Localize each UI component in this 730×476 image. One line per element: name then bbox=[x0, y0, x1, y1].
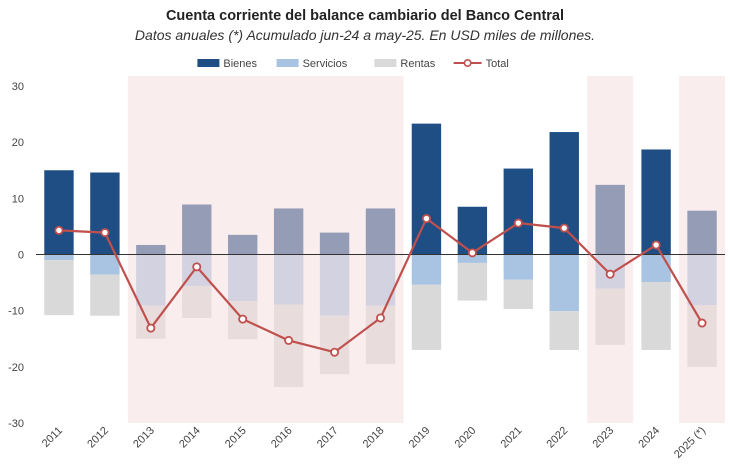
bar-rentas-2012 bbox=[90, 274, 120, 316]
y-tick-label: -20 bbox=[8, 362, 24, 374]
x-tick-label: 2013 bbox=[131, 425, 157, 451]
x-tick-label: 2018 bbox=[361, 425, 387, 451]
y-tick-label: -30 bbox=[8, 418, 24, 430]
bar-bienes-2022 bbox=[549, 132, 579, 255]
total-point-2025 bbox=[697, 318, 707, 328]
bar-rentas-2020 bbox=[457, 262, 488, 301]
total-point-2019 bbox=[421, 214, 431, 224]
legend-label-bienes: Bienes bbox=[223, 58, 257, 70]
x-tick-label: 2022 bbox=[545, 425, 571, 451]
total-point-2021 bbox=[513, 218, 523, 228]
total-point-2024 bbox=[651, 240, 661, 250]
total-point-2014 bbox=[192, 262, 202, 272]
chart-subtitle: Datos anuales (*) Acumulado jun-24 a may… bbox=[134, 27, 596, 43]
bar-servicios-2011 bbox=[44, 254, 74, 261]
total-point-2017 bbox=[330, 347, 340, 357]
bar-servicios-2024 bbox=[641, 254, 671, 283]
bar-rentas-2024 bbox=[641, 282, 671, 350]
total-point-2013 bbox=[146, 323, 156, 333]
total-point-2011 bbox=[54, 225, 64, 235]
bar-bienes-2011 bbox=[44, 170, 74, 255]
total-point-2020 bbox=[467, 248, 477, 258]
bar-servicios-2012 bbox=[90, 254, 120, 275]
legend-label-total: Total bbox=[486, 58, 509, 70]
x-tick-label: 2016 bbox=[269, 425, 295, 451]
x-tick-label: 2014 bbox=[177, 425, 203, 451]
legend-swatch-servicios bbox=[276, 59, 299, 67]
x-tick-label: 2024 bbox=[636, 425, 662, 451]
highlight-band bbox=[679, 76, 725, 423]
total-point-2016 bbox=[284, 335, 294, 345]
x-tick-label: 2020 bbox=[453, 425, 479, 451]
bar-servicios-2019 bbox=[411, 254, 442, 285]
bar-bienes-2021 bbox=[503, 168, 533, 255]
legend-marker-total bbox=[463, 58, 472, 67]
x-tick-label: 2021 bbox=[499, 425, 525, 451]
bar-bienes-2024 bbox=[641, 149, 671, 255]
y-tick-label: 30 bbox=[12, 81, 24, 93]
x-tick-label: 2023 bbox=[590, 425, 616, 451]
y-tick-label: 0 bbox=[18, 250, 24, 262]
x-tick-label: 2025 (*) bbox=[672, 425, 708, 461]
legend-label-servicios: Servicios bbox=[303, 58, 348, 70]
bar-rentas-2019 bbox=[411, 284, 442, 350]
highlight-band bbox=[127, 76, 404, 423]
y-tick-label: 20 bbox=[12, 137, 24, 149]
bar-servicios-2022 bbox=[549, 254, 579, 312]
legend-label-rentas: Rentas bbox=[400, 58, 435, 70]
bar-bienes-2019 bbox=[411, 123, 442, 255]
bar-servicios-2020 bbox=[457, 254, 488, 263]
x-tick-label: 2012 bbox=[85, 425, 111, 451]
y-tick-label: -10 bbox=[8, 306, 24, 318]
bar-bienes-2012 bbox=[90, 172, 120, 255]
total-point-2023 bbox=[605, 269, 615, 279]
x-tick-label: 2017 bbox=[315, 425, 341, 451]
legend-swatch-bienes bbox=[197, 59, 220, 67]
chart-title: Cuenta corriente del balance cambiario d… bbox=[165, 8, 565, 24]
bar-rentas-2011 bbox=[44, 260, 74, 316]
total-point-2012 bbox=[100, 228, 110, 238]
bar-rentas-2021 bbox=[503, 279, 533, 309]
total-point-2022 bbox=[559, 223, 569, 233]
legend-swatch-rentas bbox=[374, 59, 397, 67]
bar-servicios-2021 bbox=[503, 254, 533, 280]
x-tick-label: 2015 bbox=[223, 425, 249, 451]
total-point-2015 bbox=[238, 314, 248, 324]
y-tick-label: 10 bbox=[12, 193, 24, 205]
bar-rentas-2022 bbox=[549, 311, 579, 350]
highlight-band bbox=[587, 76, 634, 423]
total-point-2018 bbox=[375, 313, 385, 323]
x-tick-label: 2019 bbox=[407, 425, 433, 451]
x-tick-label: 2011 bbox=[40, 425, 65, 450]
